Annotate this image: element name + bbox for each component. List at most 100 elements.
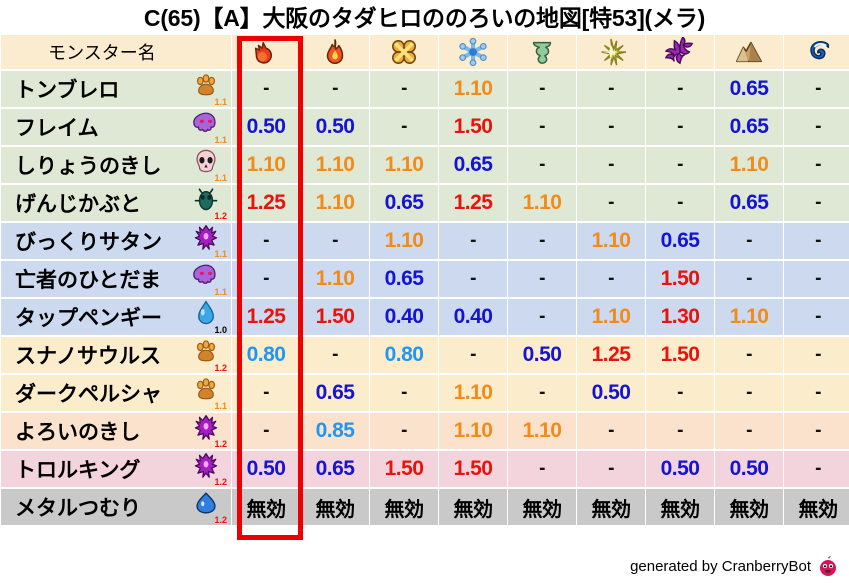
monster-name-cell[interactable]: 亡者のひとだま 1.1 bbox=[1, 261, 231, 297]
monster-name-label: トロルキング bbox=[15, 459, 141, 482]
column-header-element-9[interactable] bbox=[784, 35, 849, 69]
resistance-value-cell: - bbox=[646, 375, 714, 411]
footer-text: generated by CranberryBot bbox=[630, 557, 811, 575]
monster-name-cell[interactable]: よろいのきし 1.2 bbox=[1, 413, 231, 449]
resistance-value-cell: 無効 bbox=[301, 489, 369, 525]
monster-name-cell[interactable]: フレイム 1.1 bbox=[1, 109, 231, 145]
monster-name-cell[interactable]: タップペンギー 1.0 bbox=[1, 299, 231, 335]
table-row[interactable]: 亡者のひとだま 1.1-1.10 0.65- - -1.50- - bbox=[1, 261, 849, 297]
table-row[interactable]: スナノサウルス 1.2 0.80-0.80-0.50 1.25 1.50- - bbox=[1, 337, 849, 373]
resistance-value-cell: 1.10 bbox=[301, 147, 369, 183]
table-row[interactable]: トロルキング 1.2 0.50 0.65 1.50 1.50- -0.50 0.50- bbox=[1, 451, 849, 487]
monster-level-multiplier: 1.2 bbox=[214, 439, 227, 449]
resistance-value-cell: 1.10 bbox=[370, 147, 438, 183]
resistance-value-cell: - bbox=[784, 147, 849, 183]
resistance-value-cell: 1.10 bbox=[439, 375, 507, 411]
resistance-value-cell: - bbox=[439, 261, 507, 297]
monster-type-badge: 1.2 bbox=[191, 452, 227, 487]
page-title: C(65)【A】大阪のタダヒロののろいの地図[特53](メラ) bbox=[143, 5, 706, 31]
resistance-value-cell: - bbox=[508, 375, 576, 411]
monster-level-multiplier: 1.0 bbox=[214, 325, 227, 335]
table-row[interactable]: びっくりサタン 1.1- -1.10- -1.10 0.65- - bbox=[1, 223, 849, 259]
table-row[interactable]: ダークペルシャ 1.1-0.65-1.10-0.50- - - bbox=[1, 375, 849, 411]
monster-level-multiplier: 1.1 bbox=[214, 401, 227, 411]
resistance-value-cell: 0.80 bbox=[232, 337, 300, 373]
resistance-value-cell: 0.65 bbox=[715, 185, 783, 221]
resistance-value-cell: 1.25 bbox=[232, 299, 300, 335]
monster-name-cell[interactable]: トンブレロ 1.1 bbox=[1, 71, 231, 107]
monster-name-cell[interactable]: メタルつむり 1.2 bbox=[1, 489, 231, 525]
resistance-value-cell: 0.50 bbox=[508, 337, 576, 373]
table-row[interactable]: げんじかぶと 1.2 1.25 1.10 0.65 1.25 1.10- -0.65- bbox=[1, 185, 849, 221]
monster-name-cell[interactable]: げんじかぶと 1.2 bbox=[1, 185, 231, 221]
paw-icon bbox=[193, 338, 219, 364]
resistance-value-cell: 0.50 bbox=[301, 109, 369, 145]
monster-level-multiplier: 1.2 bbox=[214, 211, 227, 221]
resistance-value-cell: 0.65 bbox=[439, 147, 507, 183]
resistance-value-cell: 無効 bbox=[370, 489, 438, 525]
monster-name-cell[interactable]: トロルキング 1.2 bbox=[1, 451, 231, 487]
resistance-value-cell: 0.50 bbox=[232, 451, 300, 487]
resistance-value-cell: - bbox=[232, 223, 300, 259]
resistance-value-cell: 1.10 bbox=[715, 299, 783, 335]
resistance-value-cell: - bbox=[370, 413, 438, 449]
monster-name-cell[interactable]: びっくりサタン 1.1 bbox=[1, 223, 231, 259]
column-header-element-4[interactable] bbox=[439, 35, 507, 69]
resistance-value-cell: 1.10 bbox=[577, 223, 645, 259]
table-row[interactable]: タップペンギー 1.0 1.25 1.50 0.40 0.40-1.10 1.30 1.10- bbox=[1, 299, 849, 335]
skull-icon bbox=[193, 148, 219, 174]
resistance-value-cell: - bbox=[439, 223, 507, 259]
resistance-value-cell: 0.40 bbox=[370, 299, 438, 335]
resistance-value-cell: 0.65 bbox=[301, 375, 369, 411]
monster-name-cell[interactable]: ダークペルシャ 1.1 bbox=[1, 375, 231, 411]
table-row[interactable]: フレイム 1.1 0.50 0.50-1.50- - -0.65- bbox=[1, 109, 849, 145]
monster-level-multiplier: 1.1 bbox=[214, 287, 227, 297]
monster-name-label: びっくりサタン bbox=[15, 231, 162, 254]
column-header-element-8[interactable] bbox=[715, 35, 783, 69]
monster-type-badge: 1.1 bbox=[191, 262, 227, 297]
resistance-value-cell: 0.85 bbox=[301, 413, 369, 449]
devil-icon bbox=[193, 452, 219, 478]
resistance-value-cell: 0.65 bbox=[370, 185, 438, 221]
monster-name-cell[interactable]: しりょうのきし 1.1 bbox=[1, 147, 231, 183]
resistance-value-cell: 1.10 bbox=[508, 185, 576, 221]
devil-icon bbox=[193, 414, 219, 440]
table-row[interactable]: しりょうのきし 1.1 1.10 1.10 1.10 0.65- - -1.10- bbox=[1, 147, 849, 183]
table-row[interactable]: トンブレロ 1.1- - -1.10- - -0.65- bbox=[1, 71, 849, 107]
monster-name-label: しりょうのきし bbox=[15, 155, 162, 178]
column-header-element-1[interactable] bbox=[232, 35, 300, 69]
table-header-row: モンスター名 bbox=[1, 35, 849, 69]
monster-name-cell[interactable]: スナノサウルス 1.2 bbox=[1, 337, 231, 373]
column-header-element-6[interactable] bbox=[577, 35, 645, 69]
resistance-value-cell: - bbox=[784, 337, 849, 373]
explosion-icon bbox=[389, 37, 419, 67]
table-row[interactable]: メタルつむり 1.2 無効 無効 無効 無効 無効 無効 無効 無効 無効 bbox=[1, 489, 849, 525]
resistance-value-cell: - bbox=[577, 413, 645, 449]
resistance-value-cell: - bbox=[508, 147, 576, 183]
resistance-value-cell: 1.30 bbox=[646, 299, 714, 335]
column-header-element-5[interactable] bbox=[508, 35, 576, 69]
resistance-value-cell: 1.50 bbox=[646, 261, 714, 297]
resistance-value-cell: - bbox=[370, 109, 438, 145]
resistance-value-cell: - bbox=[301, 71, 369, 107]
resistance-value-cell: 0.80 bbox=[370, 337, 438, 373]
resistance-value-cell: 1.50 bbox=[301, 299, 369, 335]
resistance-value-cell: - bbox=[301, 337, 369, 373]
column-header-element-7[interactable] bbox=[646, 35, 714, 69]
resistance-value-cell: - bbox=[784, 109, 849, 145]
flame-icon bbox=[320, 37, 350, 67]
monster-type-badge: 1.2 bbox=[191, 490, 227, 525]
resistance-value-cell: - bbox=[646, 185, 714, 221]
resistance-value-cell: 1.10 bbox=[439, 413, 507, 449]
column-header-element-3[interactable] bbox=[370, 35, 438, 69]
resistance-value-cell: 0.65 bbox=[715, 71, 783, 107]
resistance-value-cell: 0.65 bbox=[301, 451, 369, 487]
column-header-element-2[interactable] bbox=[301, 35, 369, 69]
resistance-value-cell: - bbox=[232, 71, 300, 107]
resistance-value-cell: - bbox=[508, 261, 576, 297]
resistance-value-cell: 1.10 bbox=[508, 413, 576, 449]
column-header-monster-name: モンスター名 bbox=[1, 35, 231, 69]
table-row[interactable]: よろいのきし 1.2-0.85-1.10 1.10- - - - bbox=[1, 413, 849, 449]
resistance-table: モンスター名 トンブレロ 1.1- - -1.10- - -0.65- フレイム 1.1 0.50… bbox=[0, 33, 849, 527]
